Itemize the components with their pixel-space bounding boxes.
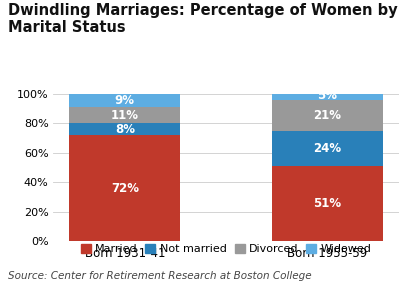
Text: 5%: 5% — [317, 89, 337, 103]
Text: 9%: 9% — [115, 94, 135, 107]
Text: Source: Center for Retirement Research at Boston College: Source: Center for Retirement Research a… — [8, 271, 312, 281]
Text: 24%: 24% — [313, 142, 342, 155]
Text: 72%: 72% — [111, 182, 139, 195]
Text: 8%: 8% — [115, 123, 135, 136]
Text: Dwindling Marriages: Percentage of Women by
Marital Status: Dwindling Marriages: Percentage of Women… — [8, 3, 398, 35]
Text: 51%: 51% — [313, 197, 342, 210]
Bar — [272, 100, 383, 131]
Bar — [272, 166, 383, 241]
Text: 21%: 21% — [313, 109, 341, 122]
Bar — [69, 135, 180, 241]
Bar — [69, 94, 180, 107]
Bar — [69, 123, 180, 135]
Text: 11%: 11% — [111, 109, 139, 122]
Legend: Married, Not married, Divorced, Widowed: Married, Not married, Divorced, Widowed — [76, 240, 376, 258]
Bar — [272, 131, 383, 166]
Bar — [69, 107, 180, 123]
Bar — [272, 92, 383, 100]
